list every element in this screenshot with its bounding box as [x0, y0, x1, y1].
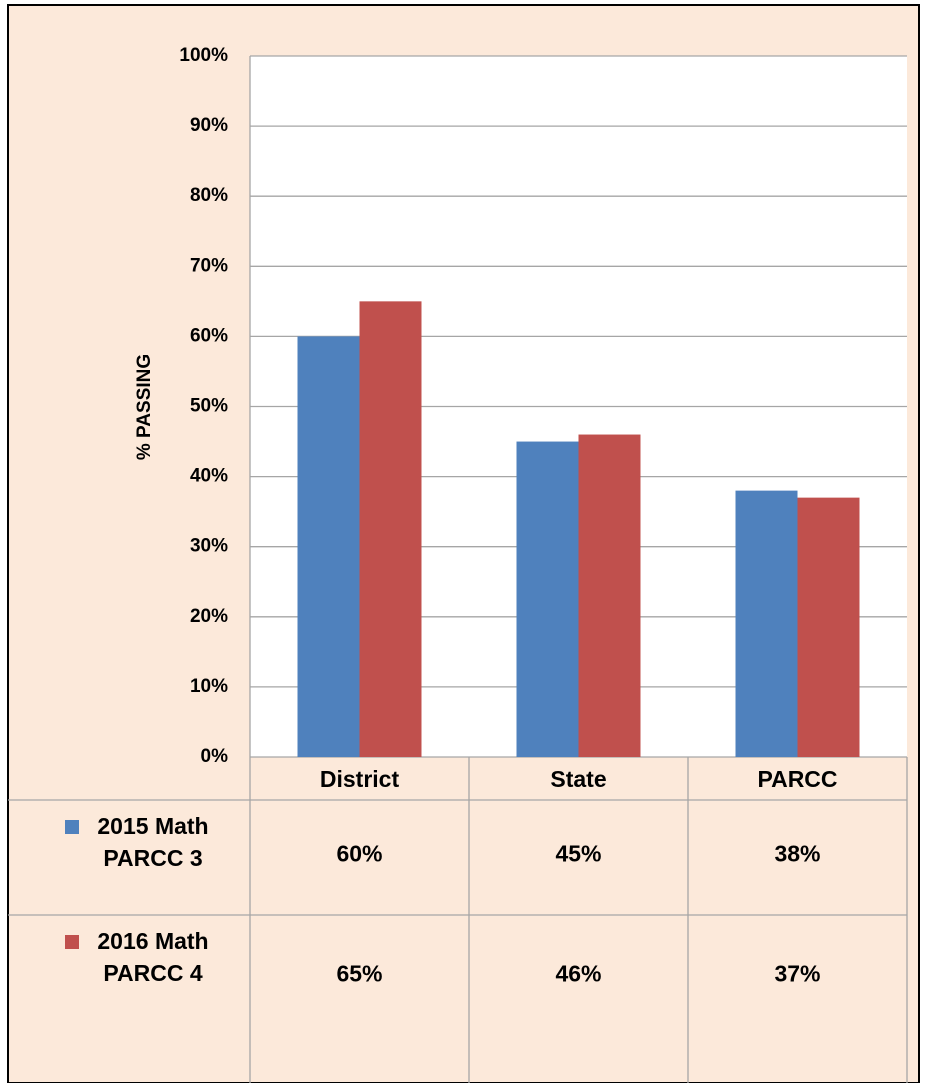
- bar: [297, 336, 360, 757]
- x-tick-label: State: [550, 766, 606, 792]
- legend-label: 2015 Math PARCC 3: [97, 813, 209, 871]
- table-value: 65%: [336, 961, 382, 987]
- legend-swatch: [65, 935, 79, 949]
- table-value: 37%: [774, 961, 820, 987]
- x-tick-label: PARCC: [757, 766, 837, 792]
- y-tick-label: 20%: [190, 606, 228, 627]
- bar: [735, 490, 798, 757]
- x-tick-label: District: [320, 766, 400, 792]
- table-value: 46%: [555, 961, 601, 987]
- bar: [359, 301, 422, 757]
- y-tick-label: 80%: [190, 185, 228, 206]
- y-tick-label: 0%: [201, 746, 229, 767]
- y-axis-label: % PASSING: [134, 354, 155, 460]
- table-value: 45%: [555, 841, 601, 867]
- table-value: 38%: [774, 841, 820, 867]
- y-tick-label: 50%: [190, 396, 228, 417]
- y-tick-label: 30%: [190, 536, 228, 557]
- bar: [516, 441, 579, 757]
- legend-label: 2016 Math PARCC 4: [97, 928, 209, 986]
- table-value: 60%: [336, 841, 382, 867]
- y-tick-label: 100%: [179, 45, 228, 66]
- bar: [797, 497, 860, 757]
- y-tick-label: 90%: [190, 115, 228, 136]
- y-tick-label: 40%: [190, 466, 228, 487]
- y-tick-label: 70%: [190, 255, 228, 276]
- y-tick-label: 60%: [190, 325, 228, 346]
- legend-swatch: [65, 820, 79, 834]
- y-tick-label: 10%: [190, 676, 228, 697]
- bar: [578, 434, 641, 757]
